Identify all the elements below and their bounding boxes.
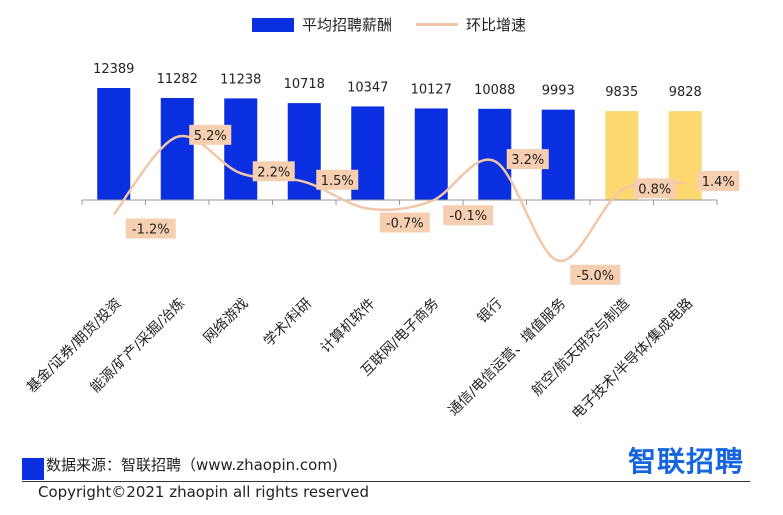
bar <box>287 103 321 200</box>
growth-label-box <box>125 218 176 239</box>
bar-value-label: 10347 <box>347 80 388 95</box>
category-label: 计算机软件 <box>318 296 379 357</box>
growth-label: -0.1% <box>449 209 487 224</box>
legend-bar-label: 平均招聘薪酬 <box>302 16 393 34</box>
bar-value-label: 11238 <box>220 72 261 87</box>
bar <box>160 98 194 200</box>
source-square-icon <box>22 458 44 480</box>
chart-area: 12389 11282 11238 10718 10347 10127 10088 9993 9… <box>23 62 740 423</box>
bar-value-label: 9828 <box>669 85 702 100</box>
bar <box>478 108 512 200</box>
growth-label: 2.2% <box>257 165 290 180</box>
growth-label-box <box>189 124 232 145</box>
legend-bar-swatch <box>252 17 294 32</box>
bar-value-label: 10127 <box>411 82 452 97</box>
zhaopin-logo: 智联招聘 <box>628 445 745 478</box>
bar-value-label: 10718 <box>284 77 325 92</box>
growth-label: 5.2% <box>194 129 227 144</box>
legend-line-swatch <box>416 23 459 26</box>
growth-line <box>112 134 686 263</box>
source-text: 数据来源：智联招聘（www.zhaopin.com) <box>46 455 338 474</box>
bar-value-label: 9835 <box>605 85 638 100</box>
legend: 平均招聘薪酬 环比增速 <box>252 14 526 35</box>
bar <box>224 98 258 200</box>
growth-label: 1.5% <box>321 174 354 189</box>
growth-label: 3.2% <box>511 153 544 168</box>
source-note: 数据来源：智联招聘（www.zhaopin.com) <box>22 448 338 480</box>
footer-divider <box>22 481 750 482</box>
category-label: 通信/电信运营、增值服务 <box>446 296 570 420</box>
legend-line-label: 环比增速 <box>466 16 527 34</box>
growth-label: -5.0% <box>576 269 614 284</box>
bar-value-label: 9993 <box>542 84 575 99</box>
category-label: 银行 <box>474 296 505 327</box>
growth-label-box <box>697 170 740 191</box>
growth-label: -1.2% <box>132 223 170 238</box>
bar-value-label: 12389 <box>93 62 134 77</box>
growth-label-box <box>570 264 621 285</box>
bar <box>605 111 639 200</box>
growth-label-box <box>506 149 549 170</box>
copyright-text: Copyright©2021 zhaopin all rights reserv… <box>38 483 369 501</box>
growth-label: 1.4% <box>702 175 735 190</box>
growth-label-box <box>252 161 295 182</box>
growth-label-box <box>633 178 676 199</box>
growth-label-box <box>316 169 359 190</box>
growth-label-box <box>443 205 494 226</box>
bar <box>97 88 131 200</box>
growth-label: -0.7% <box>386 217 424 232</box>
bar <box>414 108 448 200</box>
category-label: 电子技术/半导体/集成电路 <box>568 295 696 423</box>
bar-value-label: 10088 <box>474 83 515 98</box>
category-label: 网络游戏 <box>201 296 252 347</box>
category-label: 学术/科研 <box>261 296 315 350</box>
growth-label-box <box>379 212 430 233</box>
bar-value-label: 11282 <box>157 72 198 87</box>
growth-label: 0.8% <box>638 182 671 197</box>
